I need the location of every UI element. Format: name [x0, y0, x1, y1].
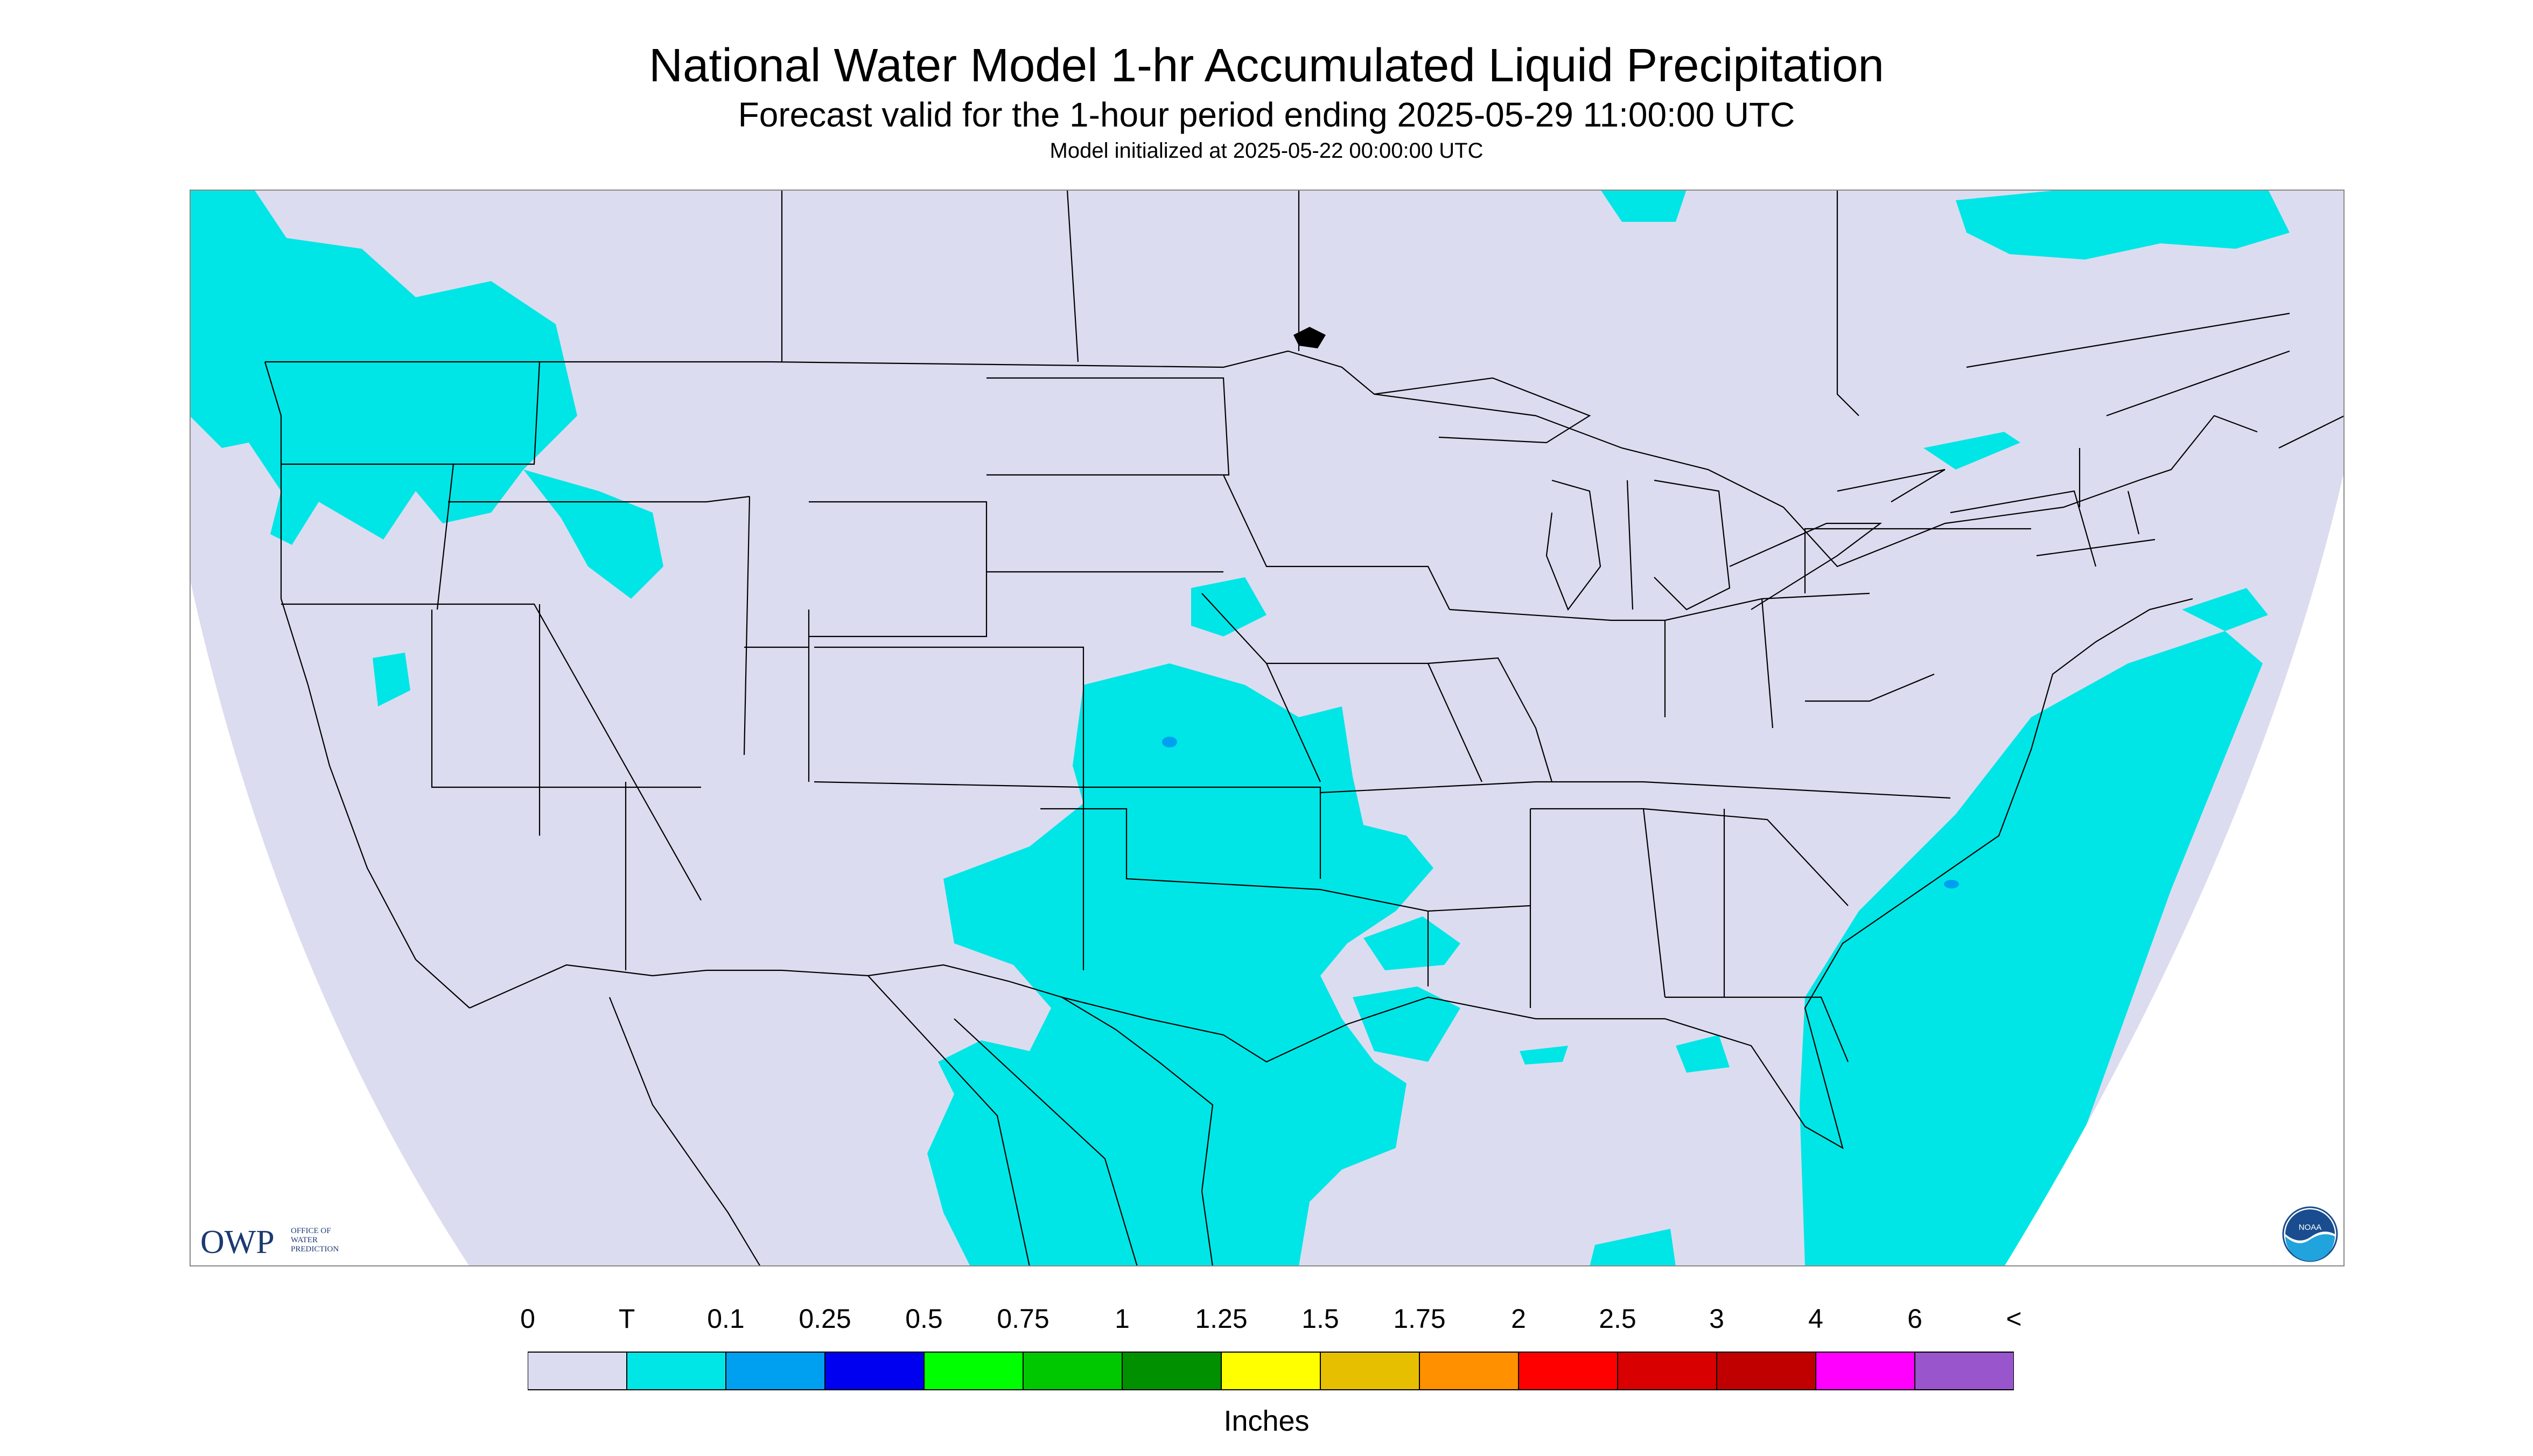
- precip-0-1-patches: [1162, 737, 1959, 888]
- us-state-lines: [281, 361, 2156, 1062]
- precip-area-yucatan-channel: [1956, 1148, 2020, 1213]
- canada-provinces: [781, 190, 2345, 449]
- owp-logo-caption: OFFICE OF WATER PREDICTION: [291, 1227, 339, 1254]
- legend-tick-label: T: [618, 1304, 635, 1334]
- precip-area-florida-panhandle: [1676, 1035, 1730, 1073]
- noaa-logo: NOAA: [2282, 1206, 2338, 1262]
- precip-area-texas-gulf: [1353, 986, 1460, 1062]
- legend-swatch: [626, 1352, 726, 1390]
- precip-area-atlantic: [1800, 631, 2263, 1266]
- legend-tick-label: 6: [1907, 1304, 1922, 1334]
- precip-0-1-carolina: [1944, 880, 1959, 888]
- precip-area-kansas-oklahoma-texas: [927, 663, 1433, 1266]
- outside-domain-west: [190, 577, 470, 1266]
- precip-area-northeast-coast: [2182, 588, 2268, 631]
- legend-swatch: [1320, 1352, 1420, 1390]
- legend-tick-label: 1.5: [1302, 1304, 1339, 1334]
- legend-swatch: [725, 1352, 825, 1390]
- map-title: National Water Model 1-hr Accumulated Li…: [649, 39, 1884, 92]
- legend-tick-label: 3: [1709, 1304, 1724, 1334]
- legend-tick-label: 4: [1808, 1304, 1823, 1334]
- owp-logo: OWP OFFICE OF WATER PREDICTION: [200, 1223, 339, 1262]
- legend-swatch: [1914, 1352, 2014, 1390]
- legend-swatch: [1122, 1352, 1222, 1390]
- precip-area-missouri-small: [1520, 1046, 1568, 1065]
- legend-units: Inches: [1223, 1405, 1310, 1437]
- legend-tick-label: 1.25: [1195, 1304, 1248, 1334]
- legend-swatch: [1023, 1352, 1123, 1390]
- model-init-line: Model initialized at 2025-05-22 00:00:00…: [1049, 139, 1484, 163]
- precip-area-quebec: [1956, 190, 2290, 260]
- legend-tick-label: 0.1: [707, 1304, 745, 1334]
- legend-tick-label: 1.75: [1393, 1304, 1446, 1334]
- legend-tick-label: 2: [1511, 1304, 1526, 1334]
- legend-swatch: [1221, 1352, 1321, 1390]
- boundaries: [264, 190, 2345, 1266]
- precip-area-idaho-small: [373, 653, 410, 706]
- precip-trace-areas: [190, 190, 2290, 1266]
- map-subtitle: Forecast valid for the 1-hour period end…: [738, 95, 1795, 134]
- legend-colorbar: [528, 1352, 2014, 1390]
- legend-tick-label: 0.75: [997, 1304, 1049, 1334]
- precipitation-map: [190, 190, 2345, 1266]
- legend-swatch: [1518, 1352, 1618, 1390]
- precip-area-canada-strip: [1923, 432, 2020, 470]
- owp-logo-text: OWP: [200, 1224, 275, 1261]
- legend-swatch: [1815, 1352, 1915, 1390]
- legend-swatch: [528, 1352, 627, 1390]
- legend-tick-label: 0: [520, 1304, 535, 1334]
- mexico-outline: [469, 964, 1214, 1266]
- legend-swatch: [1617, 1352, 1717, 1390]
- precip-area-northwest: [190, 190, 577, 545]
- precip-area-ontario: [1600, 190, 1687, 222]
- legend-tick-label: 0.5: [905, 1304, 943, 1334]
- west-coast: [264, 361, 470, 1009]
- legend-swatch: [824, 1352, 925, 1390]
- lake-of-the-woods: [1293, 327, 1326, 348]
- legend-tick-label: 0.25: [799, 1304, 851, 1334]
- great-lakes: [1374, 377, 1946, 611]
- legend-swatch: [1419, 1352, 1519, 1390]
- map-frame: [190, 190, 2345, 1266]
- outside-domain-east: [2004, 470, 2345, 1266]
- legend-tick-label: 1: [1115, 1304, 1130, 1334]
- legend-swatch: [1716, 1352, 1816, 1390]
- precip-0-1-kansas: [1162, 737, 1177, 747]
- legend-tick-label: <: [2006, 1304, 2022, 1334]
- gulf-coast: [1061, 598, 2193, 1150]
- legend-tick-label: 2.5: [1599, 1304, 1636, 1334]
- us-canada-border: [265, 350, 2258, 568]
- precip-area-south-bottom: [1590, 1229, 1676, 1266]
- precip-area-louisiana: [1363, 916, 1460, 970]
- precip-area-nebraska: [1191, 577, 1266, 636]
- legend-swatch: [923, 1352, 1024, 1390]
- noaa-logo-text: NOAA: [2299, 1223, 2322, 1232]
- outside-domain: [190, 470, 2345, 1266]
